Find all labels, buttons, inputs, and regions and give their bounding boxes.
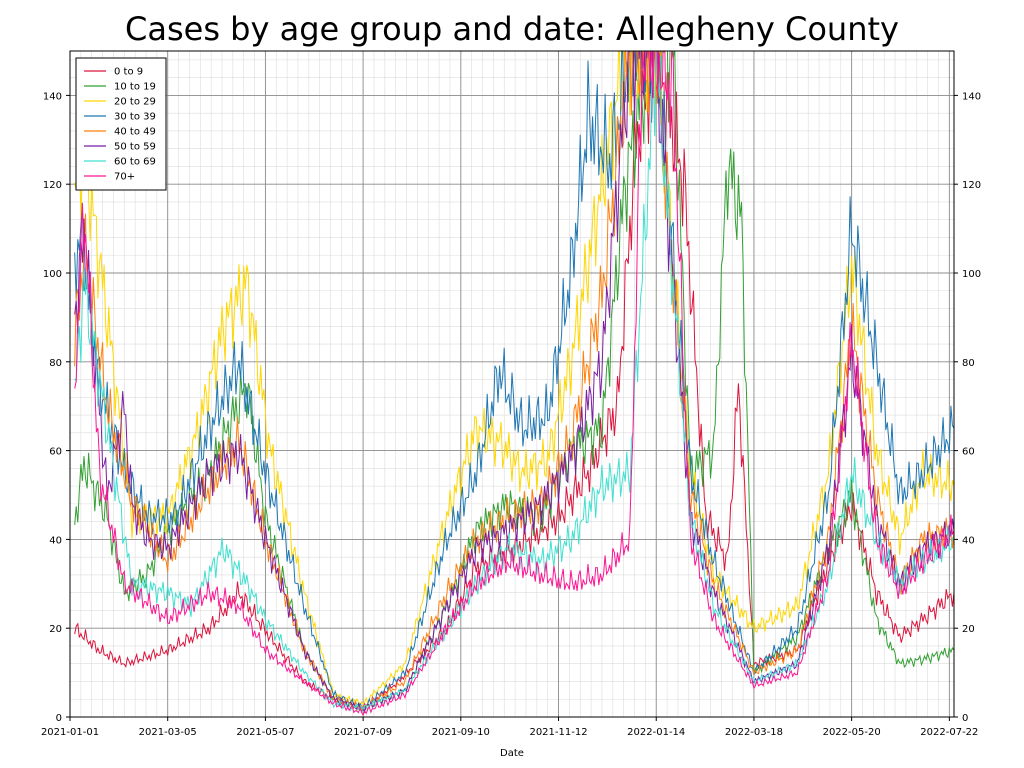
axes: 2021-01-01 2021-03-05 2021-05-07 2021-07-09… bbox=[41, 91, 981, 738]
y-tick-label-left: 20 bbox=[49, 624, 62, 635]
y-tick-label-right: 40 bbox=[962, 535, 975, 546]
series-line-6 bbox=[74, 51, 954, 714]
y-tick-label-right: 0 bbox=[962, 713, 968, 724]
series-line-5 bbox=[74, 51, 954, 713]
x-axis-title: Date bbox=[500, 748, 524, 759]
series-line-1 bbox=[74, 51, 954, 713]
y-tick-label-left: 60 bbox=[49, 447, 62, 458]
y-tick-label-right: 140 bbox=[962, 91, 981, 102]
y-tick-label-left: 80 bbox=[49, 358, 62, 369]
legend-label: 70+ bbox=[114, 172, 135, 183]
y-tick-label-left: 40 bbox=[49, 535, 62, 546]
x-tick-label: 2021-01-01 bbox=[41, 727, 99, 738]
legend: 0 to 9 10 to 19 20 to 29 30 to 39 40 to 49 50… bbox=[75, 57, 167, 191]
x-tick-label: 2021-03-05 bbox=[139, 727, 197, 738]
y-tick-label-right: 60 bbox=[962, 447, 975, 458]
x-tick-label: 2021-11-12 bbox=[529, 727, 587, 738]
x-tick-label: 2021-07-09 bbox=[334, 727, 392, 738]
legend-label: 50 to 59 bbox=[114, 142, 156, 153]
legend-label: 20 to 29 bbox=[114, 97, 156, 108]
y-tick-label-right: 100 bbox=[962, 269, 981, 280]
series-line-3 bbox=[74, 51, 954, 709]
y-tick-label-left: 0 bbox=[56, 713, 62, 724]
series-line-4 bbox=[74, 51, 954, 713]
x-tick-label: 2022-03-18 bbox=[725, 727, 783, 738]
legend-label: 40 to 49 bbox=[114, 127, 156, 138]
y-tick-label-left: 120 bbox=[43, 180, 62, 191]
legend-label: 60 to 69 bbox=[114, 157, 156, 168]
series-line-7 bbox=[74, 51, 954, 712]
series-layer bbox=[74, 51, 954, 717]
x-tick-label: 2021-05-07 bbox=[236, 727, 294, 738]
series-line-8 bbox=[74, 51, 954, 717]
legend-label: 10 to 19 bbox=[114, 82, 156, 93]
legend-box bbox=[75, 57, 167, 191]
plot-frame bbox=[69, 50, 955, 718]
y-tick-label-right: 80 bbox=[962, 358, 975, 369]
grid bbox=[69, 51, 954, 718]
legend-label: 0 to 9 bbox=[114, 67, 143, 78]
x-tick-label: 2022-01-14 bbox=[627, 727, 685, 738]
x-tick-label: 2022-07-22 bbox=[920, 727, 978, 738]
y-tick-label-right: 20 bbox=[962, 624, 975, 635]
y-tick-label-right: 120 bbox=[962, 180, 981, 191]
y-tick-label-left: 140 bbox=[43, 91, 62, 102]
chart-title: Cases by age group and date: Allegheny C… bbox=[125, 10, 899, 48]
y-tick-label-left: 100 bbox=[43, 269, 62, 280]
legend-label: 30 to 39 bbox=[114, 112, 156, 123]
x-tick-label: 2022-05-20 bbox=[823, 727, 881, 738]
x-tick-label: 2021-09-10 bbox=[432, 727, 490, 738]
